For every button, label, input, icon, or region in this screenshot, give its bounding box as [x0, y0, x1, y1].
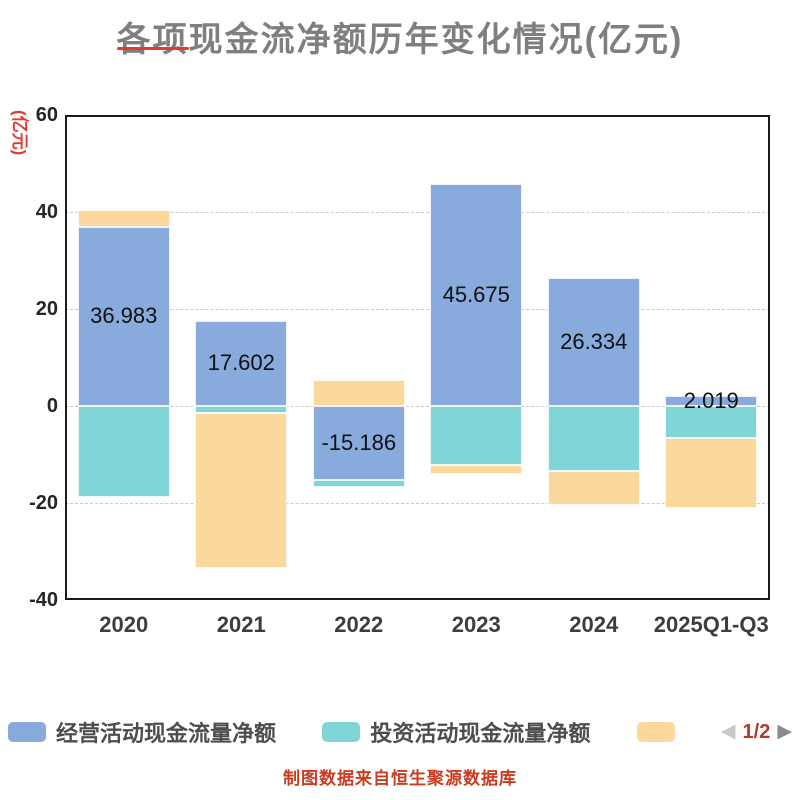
- bar-value-label: 17.602: [207, 350, 275, 376]
- x-axis-label: 2022: [334, 612, 384, 637]
- source-caption: 制图数据来自恒生聚源数据库: [283, 769, 517, 788]
- plot-border: [65, 115, 770, 600]
- legend-swatch-icon: [8, 722, 46, 742]
- bar-segment-series2-2021: [195, 406, 288, 413]
- bar-segment-series1-2021: [195, 320, 288, 406]
- bar-segment-series1-2020: [77, 226, 170, 406]
- bar-segment-series1-2024: [547, 278, 640, 406]
- bar-segment-series2-2023: [430, 406, 523, 466]
- bar-segment-series1-2025Q1-Q3: [665, 396, 758, 406]
- bar-segment-series3-2023: [430, 465, 523, 474]
- bar-segment-series2-2025Q1-Q3: [665, 406, 758, 438]
- bar-segment-series3-2025Q1-Q3: [665, 438, 758, 508]
- x-axis-label: 2023: [451, 612, 501, 637]
- gridline: [65, 503, 770, 504]
- x-axis-label: 2024: [569, 612, 619, 637]
- y-tick-label: -40: [29, 589, 58, 611]
- bar-value-label: 36.983: [90, 303, 158, 329]
- legend: 经营活动现金流量净额 投资活动现金流量净额 ◀ 1/2 ▶: [8, 714, 792, 750]
- legend-swatch-icon: [322, 722, 361, 742]
- bar-segment-series2-2024: [547, 406, 640, 471]
- pager-next-icon[interactable]: ▶: [777, 721, 792, 742]
- bar-value-label: 26.334: [560, 329, 628, 355]
- bar-segment-series2-2020: [77, 406, 170, 498]
- legend-swatch-icon: [636, 722, 675, 742]
- y-tick-label: 40: [35, 201, 58, 223]
- pager-label: 1/2: [742, 720, 771, 743]
- bar-value-label: -15.186: [321, 429, 397, 455]
- bar-value-label: 2.019: [683, 388, 739, 414]
- pager-prev-icon[interactable]: ◀: [720, 721, 736, 742]
- x-axis-label: 2021: [216, 612, 266, 637]
- legend-item-3[interactable]: [636, 722, 675, 742]
- bar-segment-series1-2023: [430, 184, 523, 406]
- title-underline-mark: [117, 47, 189, 50]
- x-axis-label: 2020: [99, 612, 149, 637]
- bar-segment-series3-2021: [195, 412, 288, 568]
- legend-item-1[interactable]: 经营活动现金流量净额: [8, 716, 276, 748]
- bar-segment-series3-2020: [77, 209, 170, 227]
- legend-pager: ◀ 1/2 ▶: [721, 721, 792, 744]
- gridline: [65, 406, 770, 407]
- y-tick-label: 60: [35, 104, 58, 126]
- bar-segment-series3-2024: [547, 470, 640, 505]
- legend-item-label: 经营活动现金流量净额: [56, 721, 277, 746]
- y-tick-label: 20: [35, 298, 58, 320]
- legend-item-label: 投资活动现金流量净额: [370, 721, 591, 746]
- bar-segment-series3-2022: [312, 379, 405, 406]
- y-tick-label: 0: [46, 395, 58, 417]
- bar-segment-series1-2022: [312, 406, 405, 480]
- gridline: [65, 309, 770, 310]
- plot-area: [65, 115, 770, 600]
- x-axis-label: 2025Q1-Q3: [653, 612, 769, 637]
- gridline: [65, 212, 770, 213]
- y-tick-label: -20: [29, 492, 58, 514]
- legend-item-2[interactable]: 投资活动现金流量净额: [322, 716, 590, 748]
- bar-segment-series2-2022: [312, 479, 405, 488]
- bar-value-label: 45.675: [442, 282, 510, 308]
- chart-title: 各项现金流净额历年变化情况(亿元): [116, 21, 684, 59]
